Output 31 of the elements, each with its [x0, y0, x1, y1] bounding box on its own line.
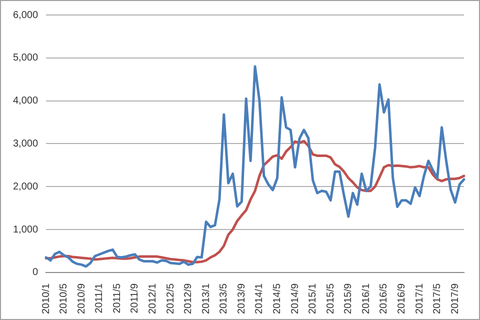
x-tick-label: 2014/1: [254, 282, 266, 314]
x-tick-label: 2013/1: [200, 282, 212, 314]
y-tick-label: 0: [32, 267, 38, 278]
x-tick-label: 2012/5: [165, 282, 176, 314]
x-tick-label: 2010/9: [76, 282, 88, 314]
x-tick-label: 2014/9: [290, 282, 301, 314]
y-tick-label: 6,000: [12, 10, 38, 21]
x-tick-label: 2011/1: [94, 282, 106, 314]
y-tick-label: 4,000: [12, 96, 38, 107]
x-tick-label: 2012/1: [147, 282, 158, 314]
x-tick-label: 2014/5: [272, 282, 283, 314]
x-tick-label: 2012/9: [183, 282, 194, 314]
x-tick-label: 2016/5: [378, 282, 390, 314]
x-tick-label: 2016/9: [396, 282, 408, 314]
y-tick-label: 3,000: [12, 138, 38, 150]
y-tick-label: 1,000: [12, 224, 38, 236]
x-tick-label: 2013/5: [218, 282, 230, 314]
x-tick-label: 2017/5: [432, 282, 444, 314]
x-tick-label: 2016/1: [360, 282, 372, 314]
x-tick-label: 2010/1: [40, 282, 52, 314]
x-tick-label: 2017/1: [414, 282, 426, 314]
x-tick-label: 2011/9: [130, 282, 141, 314]
y-tick-label: 2,000: [12, 181, 38, 192]
x-tick-label: 2011/5: [112, 282, 123, 314]
x-tick-label: 2015/5: [325, 282, 336, 314]
x-tick-label: 2015/1: [308, 282, 319, 314]
y-tick-label: 5,000: [12, 52, 38, 64]
x-tick-label: 2013/9: [236, 282, 248, 314]
x-tick-label: 2015/9: [343, 282, 354, 314]
x-tick-label: 2010/5: [58, 282, 70, 314]
x-tick-label: 2017/9: [450, 282, 461, 314]
